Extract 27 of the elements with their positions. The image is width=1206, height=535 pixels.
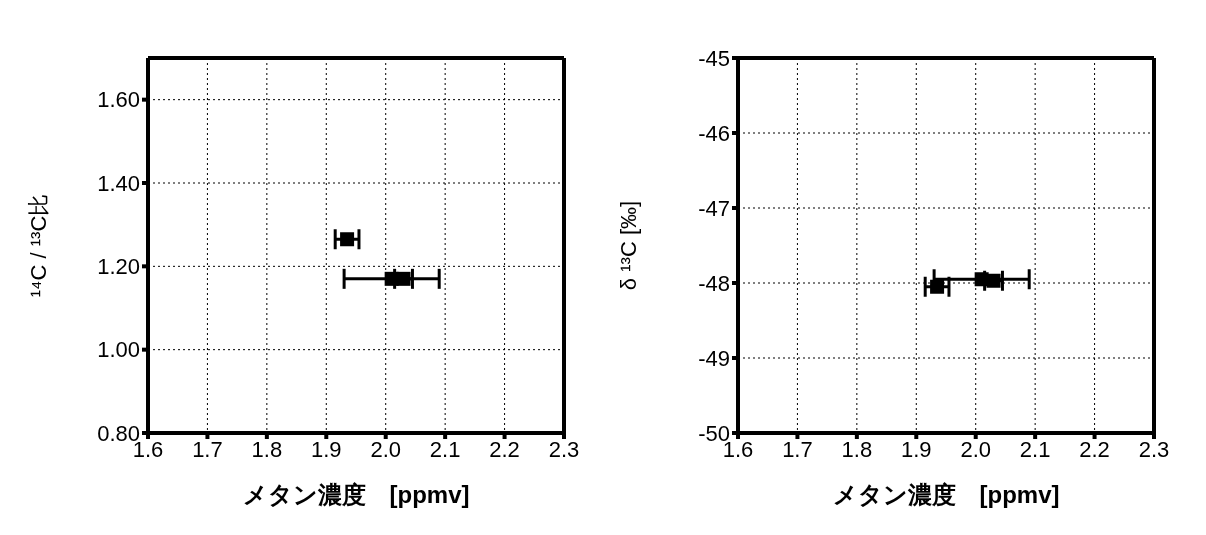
x-tick-label: 1.7 [192, 436, 223, 462]
x-axis-title: メタン濃度 [ppmv] [832, 481, 1060, 508]
y-tick-label: 1.60 [97, 87, 140, 113]
x-tick-label: 1.7 [782, 436, 813, 462]
x-tick-label: 2.1 [1019, 436, 1051, 462]
x-axis-title: メタン濃度 [ppmv] [242, 481, 470, 508]
y-axis-title: ¹⁴C / ¹³C比 [25, 193, 51, 298]
y-tick-label: 1.40 [97, 170, 140, 196]
x-tick-label: 2.1 [429, 436, 461, 462]
y-axis-title: δ ¹³C [‰] [615, 200, 641, 291]
x-tick-label: 1.9 [900, 436, 932, 462]
x-tick-label: 2.3 [1138, 436, 1170, 462]
y-tick-label: -49 [698, 345, 730, 371]
y-tick-label: -48 [698, 270, 730, 296]
y-tick-label: 1.20 [97, 254, 140, 280]
x-tick-label: 2.2 [1079, 436, 1110, 462]
y-tick-label: -45 [698, 45, 730, 71]
x-tick-label: 2.0 [960, 436, 992, 462]
x-tick-label: 1.9 [310, 436, 342, 462]
y-tick-label: -47 [698, 195, 730, 221]
y-tick-label: 1.00 [97, 337, 140, 363]
x-tick-label: 1.8 [841, 436, 873, 462]
x-tick-label: 2.0 [370, 436, 402, 462]
x-tick-label: 1.8 [251, 436, 283, 462]
y-tick-label: -46 [698, 120, 730, 146]
x-tick-label: 2.2 [489, 436, 520, 462]
x-tick-label: 2.3 [548, 436, 580, 462]
